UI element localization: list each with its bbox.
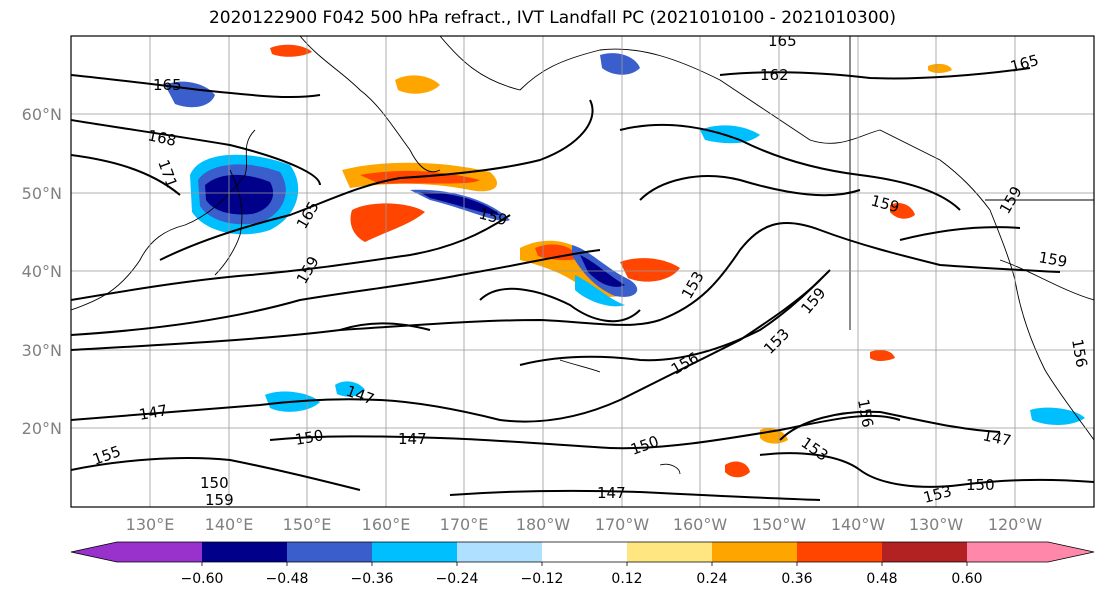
map-panel: 165 162 165 165 168 171 165 159 159 159 … xyxy=(71,32,1094,509)
lon-label: 160°E xyxy=(362,515,411,534)
lat-label: 40°N xyxy=(22,262,62,281)
contour-labels: 165 162 165 165 168 171 165 159 159 159 … xyxy=(90,32,1091,509)
contour-label: 156 xyxy=(1068,338,1091,369)
lat-label: 20°N xyxy=(22,419,62,438)
lat-label: 60°N xyxy=(22,105,62,124)
map-title: 2020122900 F042 500 hPa refract., IVT La… xyxy=(208,8,896,28)
contour-label: 165 xyxy=(768,32,797,50)
contour-label: 150 xyxy=(294,426,325,449)
colorbar-tick-label: −0.24 xyxy=(436,571,479,587)
colorbar-tick-label: 0.24 xyxy=(696,571,727,587)
colorbar-extend-high xyxy=(1048,542,1094,562)
contour-label: 150 xyxy=(200,474,229,492)
lon-label: 120°W xyxy=(988,515,1043,534)
contour-label: 159 xyxy=(1037,248,1068,271)
colorbar-ticks xyxy=(201,562,968,566)
colorbar-outline xyxy=(70,541,1095,563)
contour-label: 156 xyxy=(854,398,877,429)
lon-label: 140°E xyxy=(205,515,254,534)
colorbar-segment xyxy=(542,542,627,562)
lon-label: 180°W xyxy=(516,515,571,534)
colorbar-segment xyxy=(457,542,542,562)
lon-label: 150°W xyxy=(752,515,807,534)
colorbar-segment xyxy=(287,542,372,562)
contour-label: 147 xyxy=(138,401,169,424)
colorbar-tick-label: −0.12 xyxy=(521,571,564,587)
colorbar-extend-low xyxy=(71,542,117,562)
contour-label: 147 xyxy=(597,484,626,502)
colorbar-tick-label: 0.12 xyxy=(611,571,642,587)
lon-label: 130°E xyxy=(126,515,175,534)
lat-label: 30°N xyxy=(22,341,62,360)
colorbar: −0.60 −0.48 −0.36 −0.24 −0.12 0.12 0.24 … xyxy=(70,541,1095,587)
colorbar-tick-label: −0.36 xyxy=(351,571,394,587)
lon-label: 170°E xyxy=(440,515,489,534)
graticule xyxy=(71,36,1094,507)
contour-label: 162 xyxy=(760,66,789,84)
refractivity-contours xyxy=(71,67,1094,501)
colorbar-tick-label: 0.60 xyxy=(951,571,982,587)
lon-label: 140°W xyxy=(831,515,886,534)
lon-label: 170°W xyxy=(595,515,650,534)
map-frame xyxy=(70,35,1095,508)
colorbar-tick-label: 0.36 xyxy=(781,571,812,587)
contour-label: 147 xyxy=(981,426,1013,450)
colorbar-tick-label: −0.48 xyxy=(266,571,309,587)
colorbar-segment xyxy=(117,542,202,562)
colorbar-tick-label: 0.48 xyxy=(866,571,897,587)
contour-label: 147 xyxy=(398,430,427,448)
lon-label: 160°W xyxy=(673,515,728,534)
longitude-labels: 130°E 140°E 150°E 160°E 170°E 180°W 170°… xyxy=(126,515,1043,534)
colorbar-segment xyxy=(627,542,712,562)
coastlines xyxy=(71,36,1094,475)
contour-label: 168 xyxy=(146,126,178,150)
lon-label: 130°W xyxy=(909,515,964,534)
contour-label: 159 xyxy=(205,491,234,509)
lon-label: 150°E xyxy=(283,515,332,534)
lat-label: 50°N xyxy=(22,184,62,203)
colorbar-segment xyxy=(882,542,967,562)
colorbar-segment xyxy=(967,542,1048,562)
colorbar-segment xyxy=(712,542,797,562)
colorbar-tick-label: −0.60 xyxy=(181,571,224,587)
contour-label: 165 xyxy=(153,76,182,94)
colorbar-segment xyxy=(797,542,882,562)
colorbar-segment xyxy=(202,542,287,562)
contour-label: 150 xyxy=(966,476,995,494)
colorbar-segment xyxy=(372,542,457,562)
latitude-labels: 60°N 50°N 40°N 30°N 20°N xyxy=(22,105,62,438)
